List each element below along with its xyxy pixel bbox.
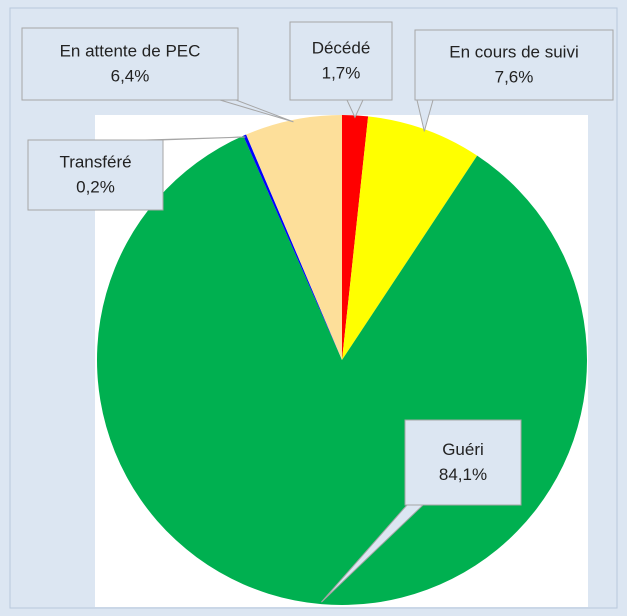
slice-value-label: 84,1% (439, 465, 487, 484)
pie-slice (342, 115, 369, 360)
slice-value-label: 7,6% (495, 67, 534, 86)
callout-box (289, 21, 393, 101)
pie-slice (342, 116, 478, 361)
callout-box (27, 139, 164, 211)
slice-label: En attente de PEC (60, 41, 201, 60)
pie-slice (246, 115, 342, 360)
slice-value-label: 6,4% (111, 66, 150, 85)
callout-box (404, 419, 522, 506)
callout-box (21, 27, 239, 101)
slice-label: Guéri (442, 440, 484, 459)
pie-slice (243, 134, 342, 360)
slice-value-label: 0,2% (76, 177, 115, 196)
slice-label: Transféré (59, 152, 131, 171)
callout-box (414, 29, 614, 101)
slice-label: En cours de suivi (449, 42, 578, 61)
slice-value-label: 1,7% (322, 63, 361, 82)
slice-label: Décédé (312, 38, 371, 57)
